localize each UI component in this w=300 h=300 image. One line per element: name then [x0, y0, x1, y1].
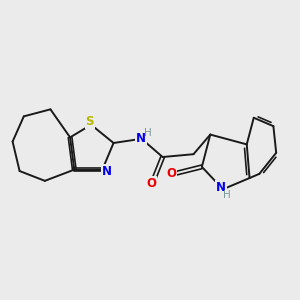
Text: N: N [101, 164, 112, 178]
Text: N: N [136, 132, 146, 145]
Text: H: H [223, 190, 231, 200]
Text: S: S [85, 115, 94, 128]
Text: O: O [166, 167, 176, 180]
Text: N: N [216, 182, 226, 194]
Text: H: H [144, 128, 152, 138]
Text: O: O [146, 177, 156, 190]
